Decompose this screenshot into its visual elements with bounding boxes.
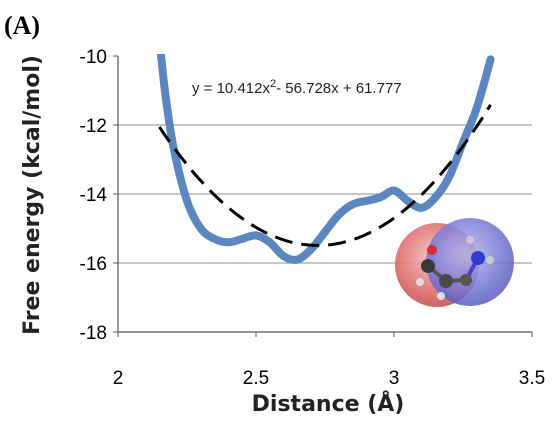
molecule-inset (395, 218, 514, 307)
molecule-atom (427, 245, 437, 255)
y-axis-title: Free energy (kcal/mol) (20, 55, 45, 335)
y-tick-label: -16 (80, 254, 107, 275)
molecule-atom (421, 259, 435, 273)
series-line-free-energy (156, 54, 495, 264)
y-tick-label: -12 (80, 116, 107, 137)
molecule-atom (460, 274, 472, 286)
tick-labels: -10 -12 -14 -16 -18 2 2.5 3 3.5 (80, 47, 546, 389)
axes (113, 55, 533, 337)
series-line-quadratic-fit (158, 104, 492, 247)
x-tick-label: 3.5 (519, 368, 545, 389)
x-axis-title: Distance (Å) (252, 391, 405, 417)
y-tick-label: -10 (80, 47, 107, 68)
series (156, 54, 495, 264)
molecule-atom (439, 274, 453, 288)
molecule-atom (437, 292, 445, 300)
x-tick-label: 2 (113, 368, 124, 389)
molecule-atom (416, 278, 424, 286)
molecule-atom (471, 251, 485, 265)
molecule-atom (466, 236, 474, 244)
y-tick-label: -18 (80, 323, 107, 344)
molecule-atom (486, 256, 494, 264)
x-tick-label: 2.5 (243, 368, 269, 389)
x-tick-label: 3 (389, 368, 400, 389)
panel-label: (A) (4, 11, 40, 40)
y-tick-label: -14 (80, 185, 108, 206)
trendline-equation: y = 10.412x2- 56.728x + 61.777 (192, 78, 402, 97)
